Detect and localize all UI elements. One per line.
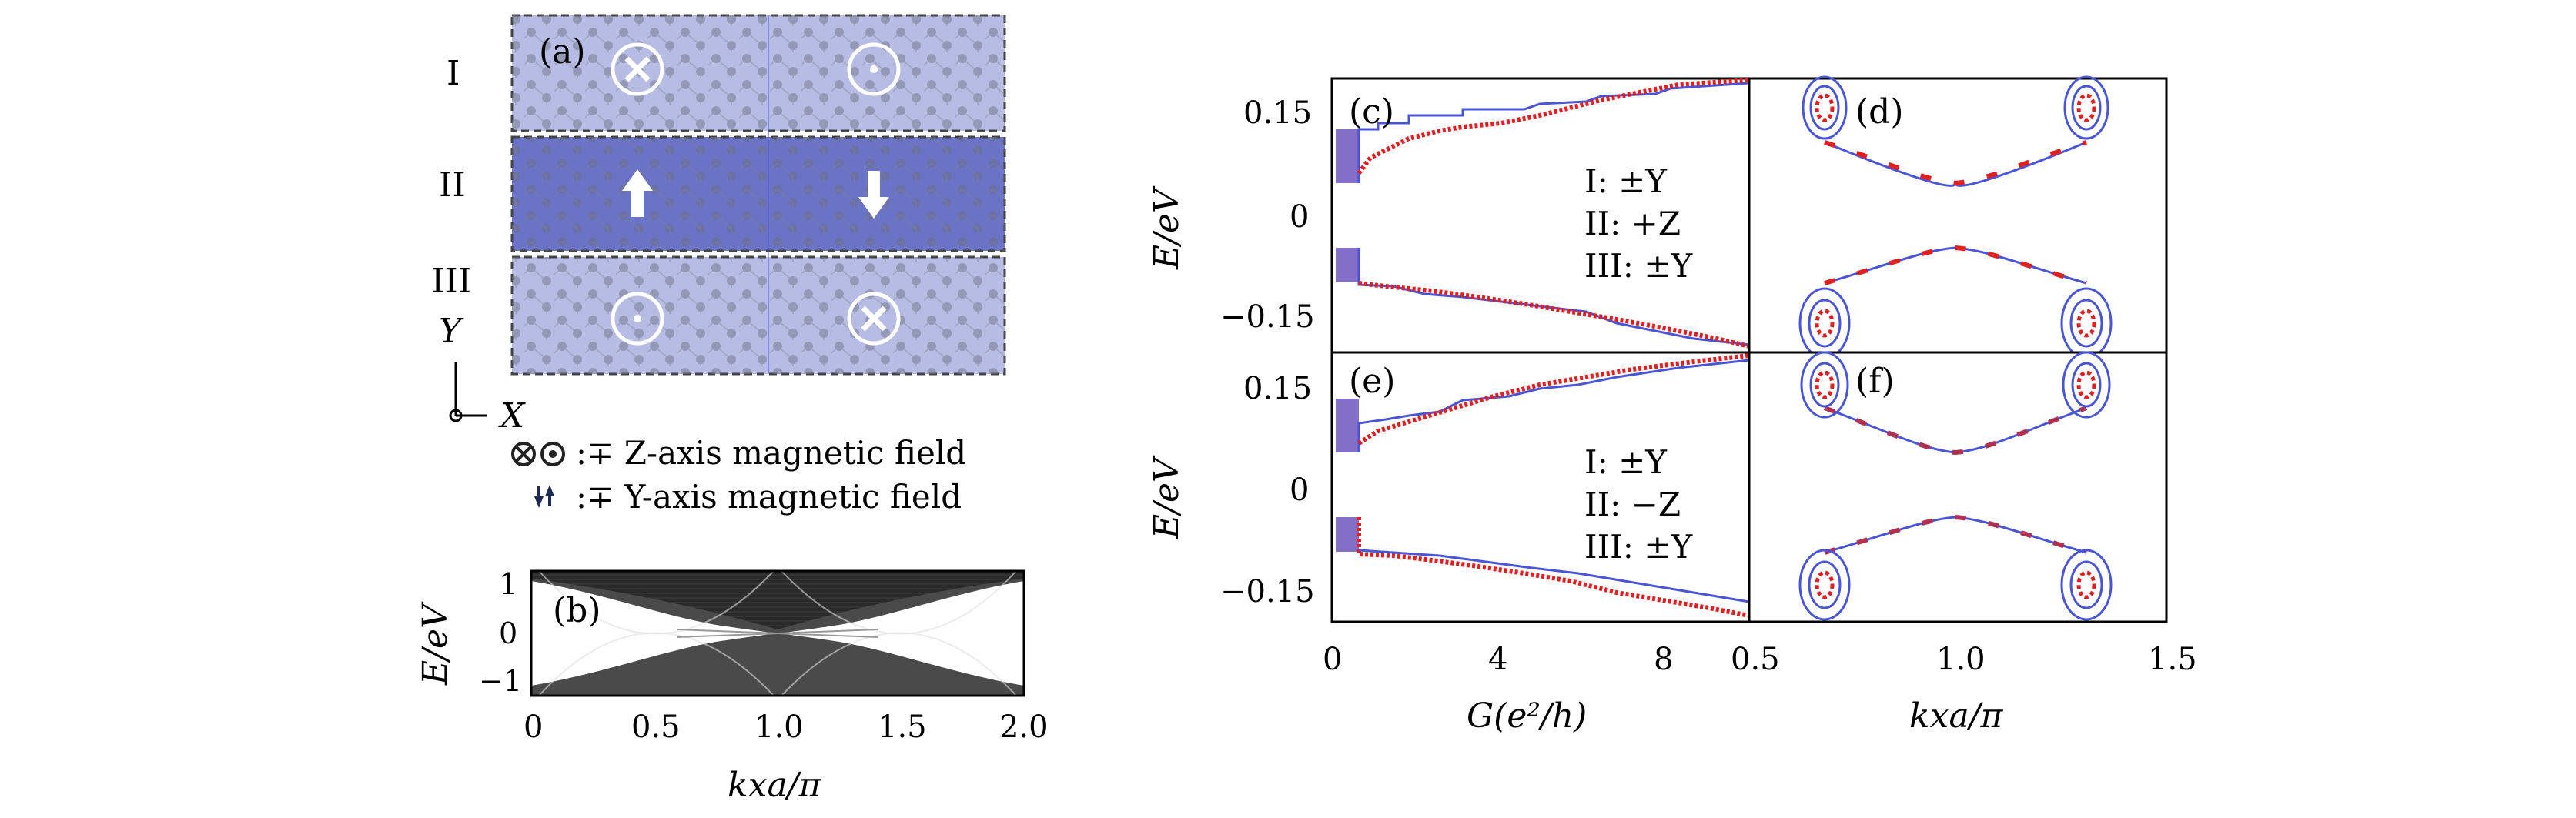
b-ytick: −1 — [479, 664, 522, 698]
xt-right-05: 0.5 — [1731, 642, 1780, 677]
xt-right-15: 1.5 — [2148, 642, 2197, 677]
axis-y-label: Y — [439, 312, 464, 351]
ylabel-top: E/eV — [1147, 185, 1186, 270]
shared-axes: 0.15 0 −0.15 0.15 0 −0.15 E/eV E/eV 0 4 … — [1147, 95, 2197, 736]
panel-c: (c) I: ±Y II: +Z III: ±Y — [1330, 77, 1751, 354]
xt-right-10: 1.0 — [1936, 642, 1986, 677]
panel-c-legend-3: III: ±Y — [1584, 247, 1693, 285]
yt-bot-m015: −0.15 — [1220, 574, 1315, 609]
yt-top-015: 0.15 — [1243, 95, 1312, 131]
yt-bot-0: 0 — [1290, 472, 1309, 508]
up-arrow-icon — [622, 169, 653, 217]
b-xtick: 1.0 — [754, 709, 804, 745]
yt-top-0: 0 — [1290, 199, 1309, 235]
panel-e-legend-3: III: ±Y — [1584, 528, 1693, 566]
xlabel-left: G(e²/h) — [1467, 696, 1587, 736]
legend-z-icon — [511, 442, 565, 466]
cross-field-icon — [847, 292, 901, 346]
b-ylabel: E/eV — [416, 601, 455, 686]
b-ytick: 0 — [499, 616, 517, 650]
panel-e-legend-2: II: −Z — [1584, 486, 1681, 523]
panel-e-tag: (e) — [1349, 362, 1395, 401]
b-xtick: 1.5 — [878, 709, 927, 745]
b-xtick: 2.0 — [999, 709, 1049, 745]
b-ytick: 1 — [499, 567, 517, 601]
dot-field-icon — [611, 292, 664, 346]
axis-x-label: X — [498, 396, 526, 436]
b-xtick: 0 — [524, 709, 543, 745]
panel-c-legend-2: II: +Z — [1584, 205, 1681, 242]
region-label-i: I — [447, 54, 460, 93]
b-xtick: 0.5 — [631, 709, 681, 745]
panel-d-tag: (d) — [1855, 92, 1904, 132]
panel-b: (b) 1 0 −1 0 0.5 1.0 1.5 2.0 E/eV kxa/π — [416, 567, 1049, 805]
xt-left-8: 8 — [1654, 642, 1673, 677]
legend-z-text: :∓ Z-axis magnetic field — [576, 434, 966, 472]
panel-d: (d) — [1748, 75, 2168, 359]
panel-e-legend-1: I: ±Y — [1584, 443, 1668, 481]
legend-y-icon — [534, 485, 554, 508]
xlabel-right: kxa/π — [1909, 696, 2004, 736]
xt-left-4: 4 — [1488, 642, 1507, 677]
b-xlabel: kxa/π — [728, 766, 822, 805]
panel-b-tag: (b) — [553, 591, 601, 630]
axis-indicator: Y X — [439, 312, 526, 436]
legend-y-text: :∓ Y-axis magnetic field — [576, 478, 962, 516]
panel-c-legend-1: I: ±Y — [1584, 162, 1668, 200]
region-label-ii: II — [439, 165, 466, 205]
panel-f: (f) — [1748, 351, 2168, 623]
region-label-iii: III — [431, 262, 471, 301]
panel-a-tag: (a) — [539, 32, 586, 72]
ylabel-bottom: E/eV — [1147, 455, 1186, 539]
down-arrow-icon — [858, 171, 889, 219]
cross-field-icon — [611, 42, 664, 96]
panel-a: (a) I II III — [431, 14, 1006, 516]
yt-top-m015: −0.15 — [1220, 299, 1315, 335]
panel-f-tag: (f) — [1855, 362, 1895, 401]
panel-e: (e) I: ±Y II: −Z III: ±Y — [1330, 351, 1751, 623]
panel-c-tag: (c) — [1349, 92, 1394, 132]
dot-field-icon — [847, 42, 901, 96]
xt-left-0: 0 — [1323, 642, 1342, 677]
yt-bot-015: 0.15 — [1243, 371, 1312, 406]
